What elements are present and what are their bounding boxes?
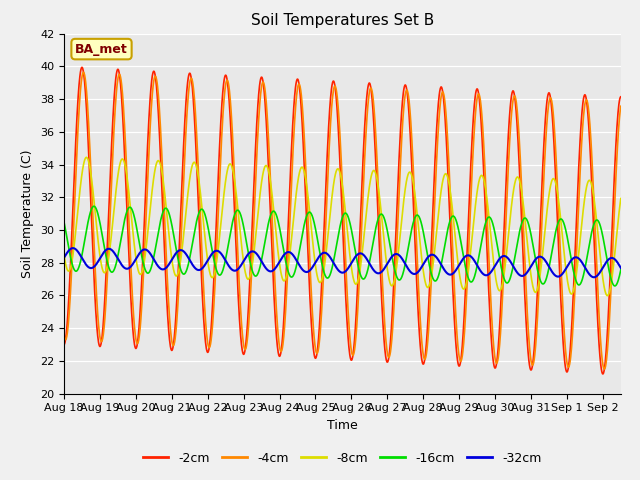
-4cm: [89, 210, 97, 216]
-2cm: [89, 246, 97, 252]
-4cm: [602, 365, 609, 371]
Line: -32cm: -32cm: [64, 248, 621, 277]
Title: Soil Temperatures Set B: Soil Temperatures Set B: [251, 13, 434, 28]
-8cm: [60, 251, 68, 257]
Line: -16cm: -16cm: [64, 206, 621, 286]
-16cm: [499, 271, 506, 277]
-4cm: [331, 83, 339, 89]
-8cm: [83, 155, 90, 160]
-16cm: [331, 251, 339, 256]
-8cm: [499, 279, 506, 285]
-4cm: [79, 70, 87, 75]
X-axis label: Time: Time: [327, 419, 358, 432]
Line: -4cm: -4cm: [64, 72, 621, 369]
-2cm: [499, 259, 506, 265]
Legend: -2cm, -4cm, -8cm, -16cm, -32cm: -2cm, -4cm, -8cm, -16cm, -32cm: [138, 447, 547, 469]
-8cm: [316, 279, 324, 285]
-16cm: [90, 204, 98, 209]
-16cm: [316, 252, 324, 258]
-32cm: [601, 261, 609, 267]
-2cm: [601, 362, 609, 368]
-32cm: [590, 275, 598, 280]
-32cm: [89, 265, 97, 271]
-8cm: [604, 293, 611, 299]
-16cm: [88, 204, 96, 210]
-32cm: [331, 263, 339, 268]
-32cm: [69, 245, 77, 251]
Line: -8cm: -8cm: [64, 157, 621, 296]
-4cm: [499, 291, 506, 297]
-32cm: [602, 261, 609, 266]
-4cm: [601, 366, 609, 372]
-2cm: [602, 360, 609, 365]
-8cm: [617, 195, 625, 201]
Text: BA_met: BA_met: [75, 43, 128, 56]
-16cm: [601, 243, 609, 249]
-2cm: [60, 342, 68, 348]
-2cm: [617, 94, 625, 100]
-8cm: [601, 287, 609, 292]
-32cm: [499, 253, 506, 259]
-4cm: [617, 103, 625, 109]
-8cm: [89, 186, 97, 192]
-32cm: [316, 252, 324, 258]
-16cm: [617, 267, 625, 273]
-2cm: [78, 64, 86, 70]
Y-axis label: Soil Temperature (C): Soil Temperature (C): [22, 149, 35, 278]
-2cm: [316, 310, 324, 315]
-4cm: [316, 329, 324, 335]
-2cm: [599, 371, 607, 377]
-16cm: [601, 245, 609, 251]
-2cm: [331, 84, 339, 89]
-8cm: [331, 173, 339, 179]
-4cm: [600, 366, 608, 372]
-32cm: [617, 265, 625, 271]
-8cm: [601, 288, 609, 293]
Line: -2cm: -2cm: [64, 67, 621, 374]
-16cm: [611, 283, 619, 289]
-16cm: [60, 219, 68, 225]
-4cm: [60, 332, 68, 338]
-32cm: [60, 255, 68, 261]
